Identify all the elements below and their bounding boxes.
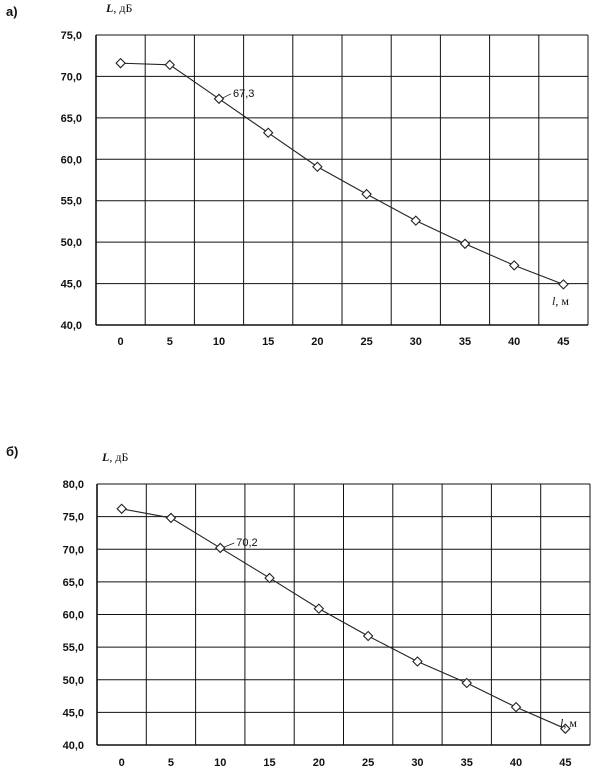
y-tick-label: 60,0 [63, 610, 84, 622]
x-tick-label: 5 [168, 757, 174, 769]
y-tick-label: 75,0 [61, 30, 82, 42]
x-tick-label: 15 [263, 757, 275, 769]
y-tick-label: 55,0 [61, 196, 82, 208]
data-point-marker [510, 701, 522, 713]
data-point-marker [262, 127, 274, 139]
x-axis-unit: , м [563, 716, 577, 730]
x-tick-label: 25 [360, 336, 372, 348]
y-tick-label: 70,0 [63, 544, 84, 556]
panel-label-a: а) [6, 4, 18, 19]
x-axis-unit: , м [555, 294, 569, 308]
y-tick-label: 65,0 [61, 113, 82, 125]
data-point-marker [461, 677, 473, 689]
y-tick-label: 65,0 [63, 577, 84, 589]
data-point-marker [312, 161, 323, 173]
series-line [121, 508, 566, 730]
y-axis-unit-b: , дБ [109, 450, 129, 464]
x-tick-label: 15 [262, 336, 274, 348]
data-point-marker [362, 630, 374, 642]
x-tick-label: 40 [508, 336, 520, 348]
x-axis-title: l, м [552, 294, 569, 308]
data-point-marker [508, 260, 520, 271]
x-tick-label: 35 [461, 757, 473, 769]
x-tick-label: 10 [213, 336, 225, 348]
y-axis-symbol-b: L [102, 450, 110, 464]
x-tick-label: 20 [313, 757, 325, 769]
data-point-marker [410, 215, 422, 226]
y-tick-label: 45,0 [61, 279, 82, 291]
chart-b: 40,0 45,0 50,0 55,0 60,0 65,0 70,0 75,0 80,0 0 5 10… [63, 479, 591, 769]
y-axis-symbol-a: L [106, 1, 114, 15]
y-tick-label: 45,0 [63, 707, 84, 719]
data-point-marker [361, 188, 372, 200]
y-tick-label: 80,0 [63, 479, 84, 491]
y-tick-label: 70,0 [61, 71, 82, 83]
data-point-marker [116, 503, 127, 515]
y-tick-label: 60,0 [61, 154, 82, 166]
x-tick-label: 45 [559, 757, 571, 769]
y-tick-label: 50,0 [63, 675, 84, 687]
y-axis-title-a: L, дБ [106, 1, 132, 16]
data-point-marker [264, 572, 275, 584]
y-tick-label: 40,0 [61, 320, 82, 332]
x-tick-label: 40 [510, 757, 522, 769]
x-tick-label: 25 [362, 757, 374, 769]
x-axis-symbol: l [560, 716, 564, 730]
data-point-marker [412, 656, 423, 667]
x-axis-symbol: l [552, 294, 556, 308]
y-tick-label: 50,0 [61, 237, 82, 249]
x-axis-title: l, м [560, 716, 577, 730]
data-point-marker [313, 603, 325, 614]
x-tick-label: 30 [410, 336, 422, 348]
y-tick-label: 75,0 [63, 512, 84, 524]
data-point-marker [115, 57, 126, 69]
annotation-leader [224, 542, 235, 548]
y-axis-unit-a: , дБ [113, 1, 133, 15]
x-tick-label: 10 [214, 757, 226, 769]
panel-label-b: б) [6, 444, 19, 459]
x-tick-label: 0 [118, 336, 124, 348]
x-tick-label: 5 [167, 336, 173, 348]
data-point-marker [165, 512, 177, 524]
data-point-marker [213, 93, 225, 105]
y-tick-label: 55,0 [63, 642, 84, 654]
data-point-marker [459, 238, 471, 250]
x-tick-label: 35 [459, 336, 471, 348]
annotation-label: 70,2 [236, 537, 257, 549]
chart-a: 40,0 45,0 50,0 55,0 60,0 65,0 70,0 75,0 0 5 10 15 20… [61, 30, 589, 348]
x-tick-label: 20 [311, 336, 323, 348]
x-tick-label: 30 [411, 757, 423, 769]
data-point-marker [560, 723, 571, 734]
annotation-leader [222, 93, 232, 99]
data-point-marker [164, 59, 176, 71]
series-line [120, 62, 564, 285]
data-point-marker [214, 542, 226, 554]
y-axis-title-b: L, дБ [102, 450, 128, 465]
x-tick-label: 0 [119, 757, 125, 769]
annotation-label: 67,3 [233, 88, 254, 100]
y-tick-label: 40,0 [63, 740, 84, 752]
x-tick-label: 45 [557, 336, 569, 348]
data-point-marker [558, 279, 569, 290]
